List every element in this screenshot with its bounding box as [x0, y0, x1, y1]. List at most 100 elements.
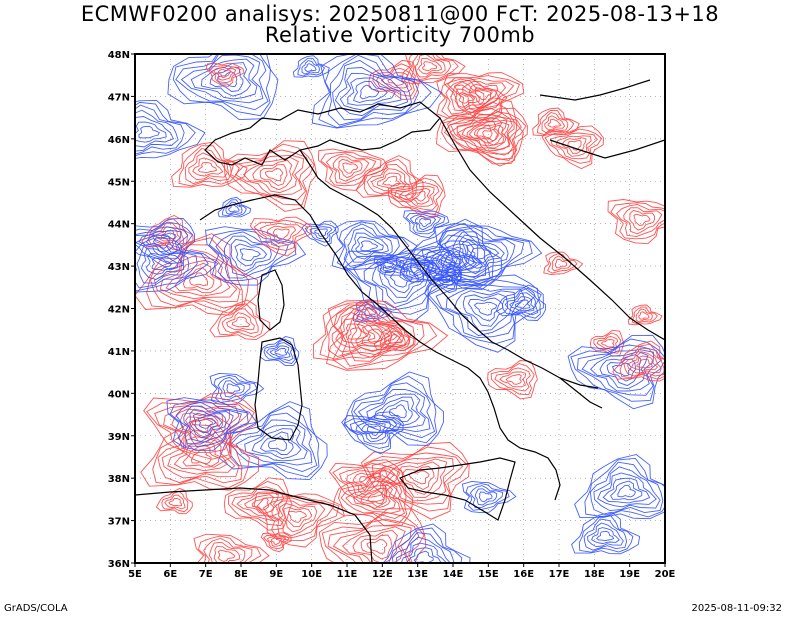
- positive-contour: [596, 336, 619, 351]
- positive-contour: [627, 351, 662, 374]
- positive-contour: [473, 125, 493, 140]
- negative-contour: [135, 109, 179, 152]
- positive-contour: [401, 54, 466, 85]
- negative-contour: [373, 396, 421, 426]
- positive-contour: [171, 141, 248, 188]
- positive-contour: [375, 67, 413, 93]
- lon-label: 12E: [372, 569, 393, 580]
- positive-contour: [253, 492, 346, 548]
- positive-contour: [217, 303, 264, 338]
- positive-contour: [184, 148, 232, 185]
- negative-contour: [343, 371, 444, 446]
- positive-contour: [178, 145, 240, 187]
- positive-contour: [157, 424, 243, 484]
- positive-contour: [208, 541, 246, 563]
- negative-contour: [135, 101, 196, 157]
- negative-contour: [514, 299, 531, 309]
- positive-contour: [168, 497, 183, 507]
- negative-contour: [400, 542, 448, 563]
- negative-contour: [461, 238, 505, 269]
- negative-contour: [135, 99, 206, 159]
- positive-contour: [212, 66, 237, 81]
- lon-label: 8E: [234, 569, 248, 580]
- positive-contour: [631, 306, 658, 325]
- negative-contour: [135, 235, 209, 292]
- negative-contour: [175, 54, 269, 111]
- eastern-border: [539, 79, 665, 159]
- negative-contour: [301, 220, 339, 247]
- positive-contour: [165, 260, 231, 297]
- negative-contour: [175, 401, 242, 445]
- positive-contour: [505, 374, 522, 385]
- negative-contour: [347, 77, 396, 106]
- positive-contour: [153, 249, 241, 303]
- positive-contour: [382, 175, 401, 187]
- negative-contour: [135, 221, 194, 265]
- map-title-line2: Relative Vorticity 700mb: [264, 23, 536, 47]
- positive-contour: [567, 139, 582, 151]
- positive-contour: [146, 237, 250, 314]
- negative-contour: [469, 485, 504, 509]
- positive-contour: [436, 97, 524, 165]
- positive-contour: [353, 484, 396, 511]
- positive-contour: [163, 405, 240, 452]
- negative-contour: [371, 261, 431, 304]
- negative-contour: [135, 116, 175, 148]
- negative-contour: [223, 235, 280, 277]
- negative-contour: [461, 481, 517, 514]
- positive-contour: [253, 219, 309, 251]
- negative-contour: [581, 349, 655, 392]
- sardinia: [254, 337, 303, 441]
- negative-contour: [239, 248, 261, 262]
- positive-contour: [371, 452, 464, 505]
- negative-contour: [424, 274, 544, 353]
- positive-contour: [338, 158, 363, 179]
- lat-label: 42N: [108, 305, 130, 316]
- positive-contour: [217, 549, 236, 562]
- positive-contour: [453, 77, 515, 112]
- positive-contour: [174, 262, 222, 294]
- positive-contour: [547, 118, 562, 128]
- negative-contour: [217, 196, 252, 218]
- lon-label: 16E: [513, 569, 534, 580]
- positive-contour: [387, 75, 404, 86]
- negative-contour: [389, 274, 413, 288]
- positive-contour: [368, 59, 421, 101]
- negative-contour: [166, 397, 258, 451]
- negative-contour: [406, 547, 442, 563]
- negative-contour: [384, 270, 420, 294]
- negative-contour: [597, 472, 657, 508]
- positive-contour: [466, 121, 499, 144]
- negative-contour: [200, 62, 252, 97]
- positive-contour: [454, 88, 480, 108]
- positive-contour: [377, 172, 406, 189]
- positive-contour: [449, 114, 510, 150]
- positive-contour: [367, 328, 390, 343]
- positive-contour: [458, 92, 476, 104]
- sicily: [399, 457, 516, 521]
- positive-contour: [561, 137, 587, 154]
- positive-contour: [318, 508, 427, 563]
- negative-contour: [509, 296, 535, 312]
- positive-contour: [355, 319, 405, 352]
- negative-contour: [452, 231, 516, 278]
- positive-contour: [161, 429, 240, 479]
- negative-contour: [474, 488, 498, 506]
- lon-label: 6E: [163, 569, 177, 580]
- positive-contour: [600, 339, 615, 348]
- positive-contour: [345, 308, 415, 362]
- negative-contour: [197, 416, 217, 429]
- lat-label: 40N: [108, 389, 130, 400]
- negative-contour: [591, 527, 620, 544]
- positive-contour: [543, 251, 584, 276]
- positive-contour: [230, 149, 311, 201]
- negative-contour: [427, 279, 542, 345]
- positive-contour: [361, 324, 399, 347]
- negative-contour: [617, 484, 636, 498]
- negative-contour: [567, 334, 665, 410]
- positive-contour: [205, 63, 245, 87]
- positive-contour: [213, 545, 241, 563]
- negative-contour: [345, 252, 458, 315]
- negative-contour: [269, 345, 291, 359]
- negative-contour: [189, 408, 227, 439]
